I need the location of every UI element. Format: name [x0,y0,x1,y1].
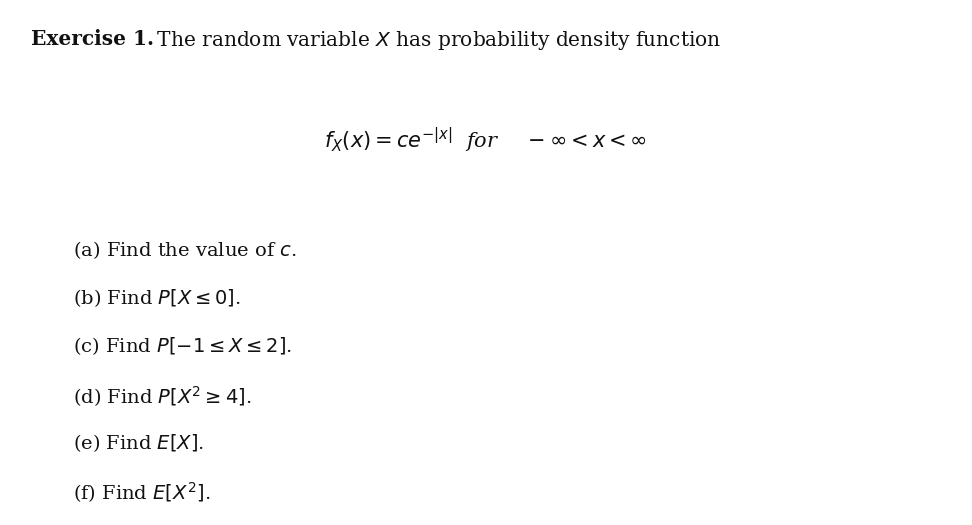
Text: (c) Find $P[-1 \leq X \leq 2]$.: (c) Find $P[-1 \leq X \leq 2]$. [73,335,292,358]
Text: (a) Find the value of $c$.: (a) Find the value of $c$. [73,239,296,261]
Text: Exercise 1.: Exercise 1. [31,29,155,49]
Text: $f_X(x) = ce^{-|x|}$  for $\quad -\infty < x < \infty$: $f_X(x) = ce^{-|x|}$ for $\quad -\infty … [325,126,647,155]
Text: (f) Find $E[X^2]$.: (f) Find $E[X^2]$. [73,480,210,505]
Text: (b) Find $P[X \leq 0]$.: (b) Find $P[X \leq 0]$. [73,287,241,309]
Text: (e) Find $E[X]$.: (e) Find $E[X]$. [73,432,204,454]
Text: The random variable $X$ has probability density function: The random variable $X$ has probability … [144,29,721,52]
Text: (d) Find $P[X^2 \geq 4]$.: (d) Find $P[X^2 \geq 4]$. [73,384,252,408]
